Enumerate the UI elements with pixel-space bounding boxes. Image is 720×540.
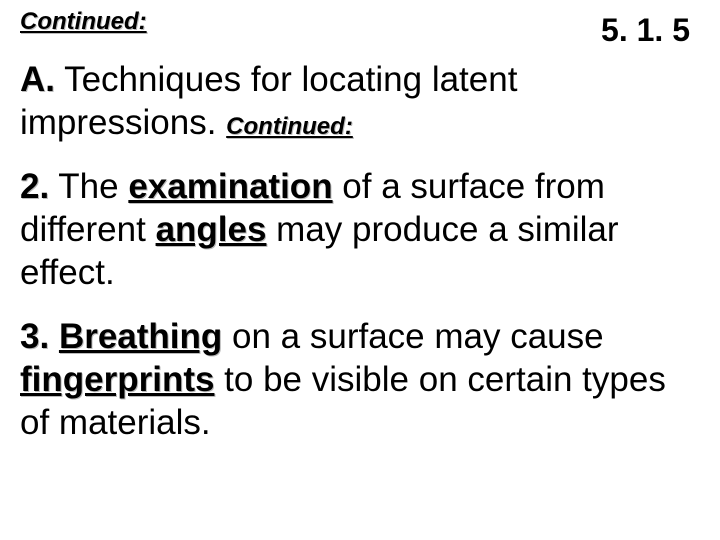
header-row: Continued: 5. 1. 5 bbox=[20, 8, 700, 49]
slide-root: Continued: 5. 1. 5 A. Techniques for loc… bbox=[0, 0, 720, 540]
item-2-text-1: The bbox=[49, 167, 128, 206]
section-a-para: A. Techniques for locating latent impres… bbox=[20, 59, 700, 144]
item-3-keyword-1: Breathing bbox=[59, 317, 222, 356]
item-2-keyword-1: examination bbox=[128, 167, 332, 206]
continued-label-top: Continued: bbox=[20, 8, 147, 36]
item-3-text-1 bbox=[49, 317, 59, 356]
section-number: 5. 1. 5 bbox=[601, 8, 700, 49]
continued-label-inline: Continued: bbox=[226, 113, 353, 140]
item-2-marker: 2. bbox=[20, 167, 49, 206]
item-3-para: 3. Breathing on a surface may cause fing… bbox=[20, 316, 700, 444]
item-3-keyword-2: fingerprints bbox=[20, 360, 214, 399]
item-2-para: 2. The examination of a surface from dif… bbox=[20, 166, 700, 294]
item-3-text-2: on a surface may cause bbox=[222, 317, 603, 356]
section-a-marker: A. bbox=[20, 60, 55, 99]
slide-body: A. Techniques for locating latent impres… bbox=[20, 59, 700, 445]
item-3-marker: 3. bbox=[20, 317, 49, 356]
item-2-keyword-2: angles bbox=[156, 210, 267, 249]
